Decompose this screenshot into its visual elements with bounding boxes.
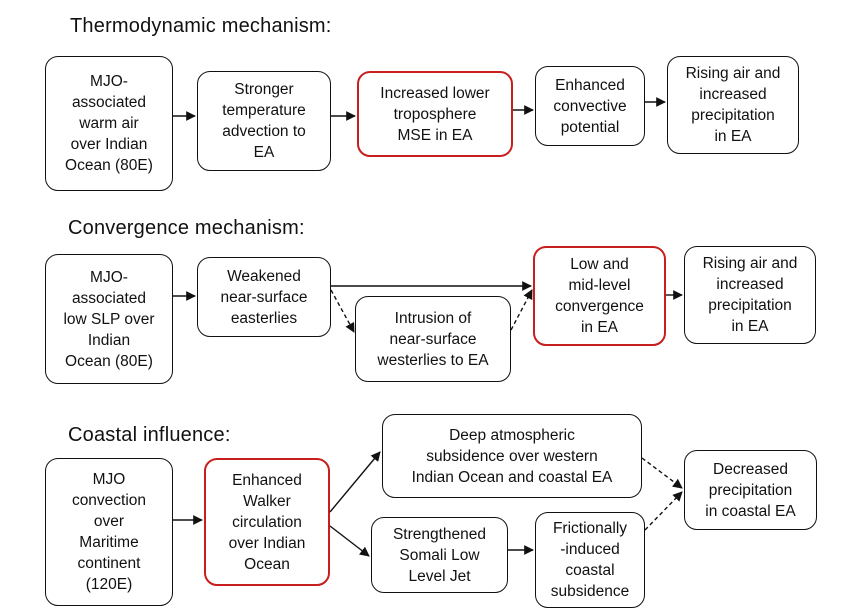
thermo-box-increased-mse: Increased lower troposphere MSE in EA [357,71,513,157]
thermo-box-mjo-warm-air: MJO- associated warm air over Indian Oce… [45,56,173,191]
thermo-box-convective-potential: Enhanced convective potential [535,66,645,146]
thermo-box-rising-air: Rising air and increased precipitation i… [667,56,799,154]
conv-box-low-mid-convergence: Low and mid-level convergence in EA [533,246,666,346]
thermo-box-temperature-advection: Stronger temperature advection to EA [197,71,331,171]
coastal-box-mjo-convection: MJO convection over Maritime continent (… [45,458,173,606]
arrow-coastal-6-dashed [644,491,683,531]
conv-box-westerlies-intrusion: Intrusion of near-surface westerlies to … [355,296,511,382]
arrow-coastal-2 [329,451,381,513]
convergence-title: Convergence mechanism: [68,217,305,239]
arrow-conv-3-dashed [330,289,355,333]
conv-box-mjo-low-slp: MJO- associated low SLP over Indian Ocea… [45,254,173,384]
coastal-box-coastal-subsidence: Frictionally -induced coastal subsidence [535,512,645,608]
arrow-coastal-3 [329,525,370,557]
coastal-box-somali-jet: Strengthened Somali Low Level Jet [371,517,508,593]
conv-box-rising-air: Rising air and increased precipitation i… [684,246,816,344]
arrow-coastal-5-dashed [641,457,683,489]
conv-box-weakened-easterlies: Weakened near-surface easterlies [197,257,331,337]
coastal-box-walker-circulation: Enhanced Walker circulation over Indian … [204,458,330,586]
arrow-conv-4-dashed [510,289,533,331]
coastal-title: Coastal influence: [68,424,231,446]
coastal-box-decreased-precip: Decreased precipitation in coastal EA [684,450,817,530]
thermodynamic-title: Thermodynamic mechanism: [70,15,332,37]
coastal-box-deep-subsidence: Deep atmospheric subsidence over western… [382,414,642,498]
